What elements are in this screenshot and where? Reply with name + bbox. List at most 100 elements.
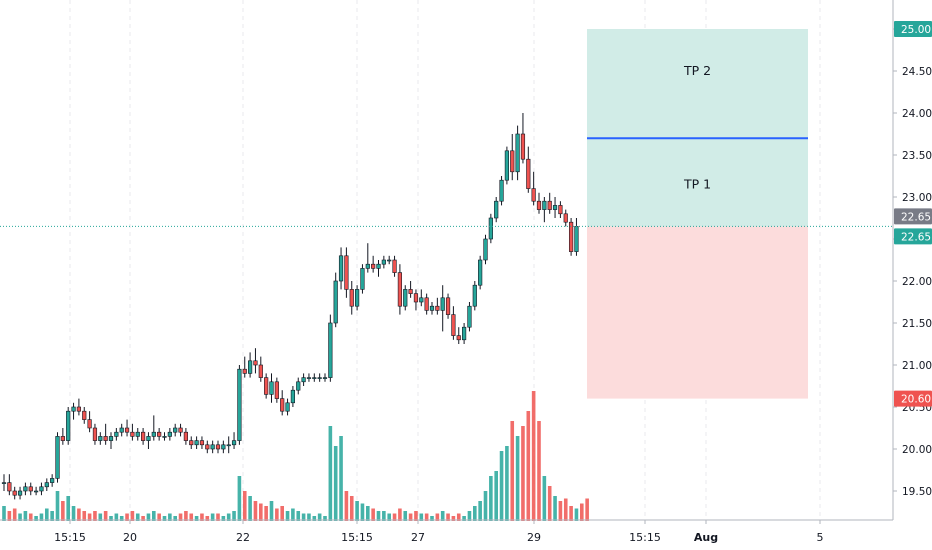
candle-body [264, 377, 269, 395]
candle-body [504, 150, 510, 181]
y-tick-label: 21.50 [902, 318, 932, 330]
y-tick-label: 19.50 [902, 486, 932, 498]
candle-body [435, 305, 440, 311]
candle-body [419, 297, 424, 303]
volume-bars [2, 391, 589, 521]
candle-body [135, 431, 140, 437]
candle-body [381, 259, 386, 265]
candle-body [328, 322, 333, 378]
volume-bar [194, 516, 199, 521]
volume-bar [563, 498, 568, 521]
volume-bar [494, 471, 498, 521]
volume-bar [87, 513, 92, 521]
volume-bar [569, 506, 573, 521]
volume-bar [200, 513, 204, 521]
price-badge [894, 390, 932, 407]
volume-bar [125, 513, 129, 521]
candle-body [354, 289, 360, 307]
volume-bar [473, 506, 477, 521]
volume-bar [189, 513, 194, 521]
candle-body [365, 263, 370, 269]
volume-bar [376, 511, 381, 521]
volume-bar [34, 516, 38, 521]
volume-bar [574, 508, 579, 521]
candle-body [515, 133, 520, 173]
volume-bar [264, 506, 268, 521]
volume-bar [333, 446, 338, 521]
volume-bar [152, 511, 156, 521]
candle-body [82, 410, 87, 420]
candle-body [472, 284, 477, 307]
candle-body [322, 377, 328, 379]
candle-body [23, 486, 28, 492]
volume-bar [296, 511, 301, 521]
candle-body [312, 377, 317, 379]
volume-bar [205, 516, 210, 521]
candle-body [280, 398, 285, 412]
y-tick-label: 21.00 [902, 360, 932, 372]
candle-body [445, 297, 451, 315]
volume-bar [39, 513, 44, 521]
candle-body [510, 150, 515, 173]
volume-bar [242, 491, 247, 521]
tp2-label: TP 2 [683, 63, 711, 78]
candle-body [258, 364, 263, 378]
volume-bar [446, 513, 450, 521]
candle-body [568, 221, 574, 252]
volume-bar [109, 516, 113, 521]
candle-body [408, 289, 413, 294]
candle-body [360, 268, 365, 290]
candle-body [194, 440, 199, 446]
volume-bar [440, 511, 445, 521]
volume-bar [28, 513, 33, 521]
volume-bar [275, 508, 279, 521]
volume-bar [537, 421, 541, 521]
volume-bar [55, 491, 60, 521]
volume-bar [301, 513, 306, 521]
volume-bar [558, 501, 563, 521]
volume-bar [221, 516, 226, 521]
volume-bar [312, 516, 317, 521]
volume-bar [344, 491, 349, 521]
candle-body [371, 263, 376, 269]
candle-body [92, 427, 98, 441]
x-tick-label: 5 [817, 531, 824, 544]
volume-bar [392, 513, 397, 521]
volume-bar [248, 496, 252, 521]
candle-body [269, 381, 274, 395]
volume-bar [435, 513, 440, 521]
volume-bar [467, 511, 472, 521]
candle-body [28, 486, 33, 492]
volume-bar [93, 511, 97, 521]
volume-bar [489, 476, 493, 521]
position-tool[interactable]: TP 2 TP 1 [587, 29, 808, 399]
candle-body [162, 436, 167, 438]
candle-body [44, 482, 49, 488]
volume-bar [307, 513, 311, 521]
candle-body [108, 436, 114, 441]
volume-bar [366, 506, 370, 521]
candle-body [124, 427, 130, 433]
candle-body [429, 305, 435, 311]
loss-zone [587, 226, 808, 399]
volume-bar [82, 511, 87, 521]
candle-body [440, 297, 445, 311]
candle-body [456, 335, 461, 341]
candle-body [397, 272, 403, 307]
x-tick-label: 15:15 [54, 531, 86, 544]
candle-body [574, 226, 579, 252]
volume-bar [515, 436, 520, 521]
volume-bar [430, 516, 434, 521]
volume-bar [45, 508, 49, 521]
candle-body [76, 406, 81, 412]
candle-body [189, 440, 194, 446]
volume-bar [531, 391, 536, 521]
candle-body [520, 133, 526, 160]
x-tick-label: Aug [694, 531, 718, 544]
candle-body [542, 200, 547, 210]
volume-bar [280, 506, 284, 521]
volume-bar [2, 506, 6, 521]
candle-body [413, 293, 419, 303]
volume-bar [162, 516, 167, 521]
price-badge-label: 22.65 [901, 211, 931, 223]
